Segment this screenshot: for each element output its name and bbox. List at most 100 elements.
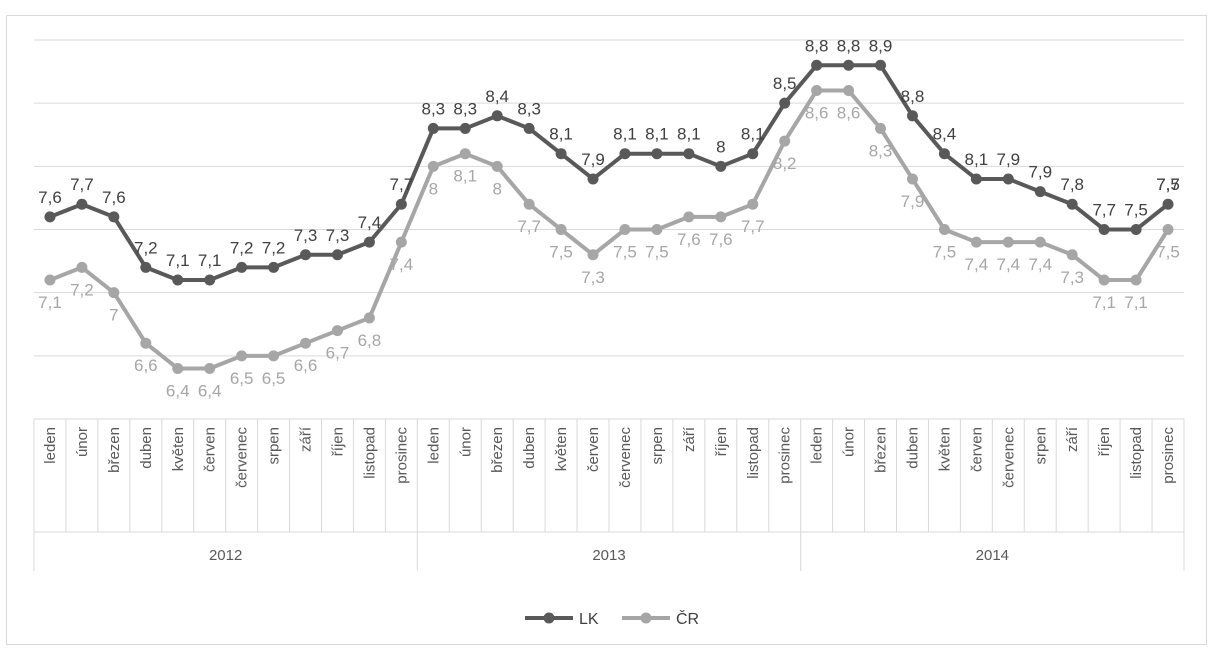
- x-tick-label: říjen: [329, 427, 346, 456]
- x-tick-label: květen: [936, 427, 953, 471]
- data-label-cr: 6,4: [166, 381, 190, 400]
- gridlines: [34, 39, 1184, 420]
- x-tick-label: listopad: [1128, 427, 1145, 479]
- x-axis: leden únor březen duben květen červen červenec…: [33, 419, 1185, 571]
- x-tick-label: červenec: [617, 427, 634, 488]
- data-point: [938, 224, 950, 235]
- x-tick-label: květen: [553, 427, 570, 471]
- legend-label: ČR: [676, 609, 699, 628]
- data-point: [811, 85, 823, 97]
- legend-marker: [640, 612, 652, 624]
- data-point: [970, 173, 982, 185]
- data-label-lk: 7,7: [1156, 175, 1180, 194]
- data-label-cr: 7,4: [390, 255, 414, 274]
- data-label-cr: 6,8: [358, 331, 382, 350]
- data-point: [1002, 173, 1014, 185]
- legend-label: LK: [579, 611, 599, 628]
- data-point: [651, 148, 663, 160]
- data-label-lk: 7,9: [581, 150, 605, 169]
- data-label-cr: 8,3: [869, 141, 893, 160]
- data-point: [363, 236, 375, 248]
- data-label-lk: 7,1: [166, 251, 190, 270]
- data-label-cr: 7,4: [965, 255, 989, 274]
- data-label-cr: 7,5: [645, 243, 669, 262]
- data-label-lk: 7,1: [198, 251, 222, 270]
- data-point: [108, 211, 120, 223]
- data-labels: 7,6 7,7 7,6 7,2 7,1 7,1 7,2 7,2 7,3 7,3 7,4 7,7 8,3 8…: [38, 36, 1180, 400]
- legend-marker: [543, 612, 555, 624]
- year-label: 2012: [209, 547, 242, 564]
- data-point: [459, 148, 471, 160]
- data-label-lk: 7,2: [230, 238, 254, 257]
- data-point: [491, 110, 503, 122]
- data-label-cr: 8: [429, 179, 438, 198]
- x-tick-label: leden: [42, 427, 59, 464]
- data-point: [236, 350, 248, 362]
- series-line-lk: [49, 63, 1170, 283]
- data-label-cr: 8,1: [453, 167, 477, 186]
- data-point: [523, 122, 535, 134]
- x-tick-label: březen: [489, 427, 506, 473]
- data-point: [300, 249, 312, 261]
- data-point: [875, 59, 887, 71]
- data-label-cr: 8,6: [837, 104, 861, 123]
- data-label-lk: 7,7: [390, 175, 414, 194]
- data-point: [843, 59, 855, 71]
- data-point: [843, 85, 855, 97]
- data-point: [76, 261, 88, 273]
- x-tick-label: únor: [841, 427, 858, 457]
- x-tick-label: leden: [425, 427, 442, 464]
- data-point: [555, 224, 567, 235]
- data-label-cr: 6,7: [326, 344, 350, 363]
- data-point: [44, 274, 56, 286]
- x-tick-label: prosinec: [1160, 427, 1177, 484]
- data-point: [204, 274, 216, 286]
- x-tick-label: srpen: [1032, 427, 1049, 465]
- data-point: [587, 249, 599, 261]
- data-label-cr: 7,5: [549, 243, 573, 262]
- x-tick-label: srpen: [266, 427, 283, 465]
- data-label-cr: 6,5: [262, 369, 286, 388]
- data-point: [683, 211, 695, 223]
- data-label-lk: 8,4: [485, 87, 509, 106]
- data-point: [236, 261, 248, 273]
- x-tick-label: červen: [968, 427, 985, 472]
- data-point: [555, 148, 567, 160]
- data-label-cr: 7,3: [581, 268, 605, 287]
- data-label-lk: 7,3: [326, 226, 350, 245]
- data-point: [906, 173, 918, 185]
- legend: LK ČR: [525, 609, 699, 628]
- data-label-cr: 6,6: [134, 356, 158, 375]
- data-label-cr: 7,5: [613, 243, 637, 262]
- data-label-lk: 7,9: [996, 150, 1020, 169]
- x-tick-label: listopad: [361, 427, 378, 479]
- data-point: [140, 261, 152, 273]
- data-label-lk: 8,1: [965, 150, 989, 169]
- data-point: [1098, 274, 1110, 286]
- data-label-lk: 8,1: [645, 125, 669, 144]
- data-point: [523, 198, 535, 210]
- data-label-lk: 8,1: [741, 125, 765, 144]
- data-label-lk: 7,2: [134, 238, 158, 257]
- x-tick-label: září: [298, 426, 315, 452]
- data-point: [44, 211, 56, 223]
- data-point: [1162, 224, 1174, 235]
- data-point: [779, 97, 791, 109]
- data-point: [651, 224, 663, 235]
- data-label-lk: 7,6: [38, 188, 62, 207]
- data-point: [427, 122, 439, 134]
- data-label-cr: 7,7: [517, 217, 541, 236]
- x-tick-label: říjen: [1096, 427, 1113, 456]
- data-point: [395, 198, 407, 210]
- data-label-cr: 7,4: [996, 255, 1020, 274]
- x-tick-label: září: [1064, 426, 1081, 452]
- data-point: [747, 198, 759, 210]
- data-point: [76, 198, 88, 210]
- data-label-cr: 6,5: [230, 369, 254, 388]
- data-point: [1162, 198, 1174, 210]
- data-label-lk: 8,3: [421, 99, 445, 118]
- x-tick-label: červen: [202, 427, 219, 472]
- data-label-lk: 7,4: [358, 213, 382, 232]
- year-label: 2014: [976, 547, 1009, 564]
- data-point: [938, 148, 950, 160]
